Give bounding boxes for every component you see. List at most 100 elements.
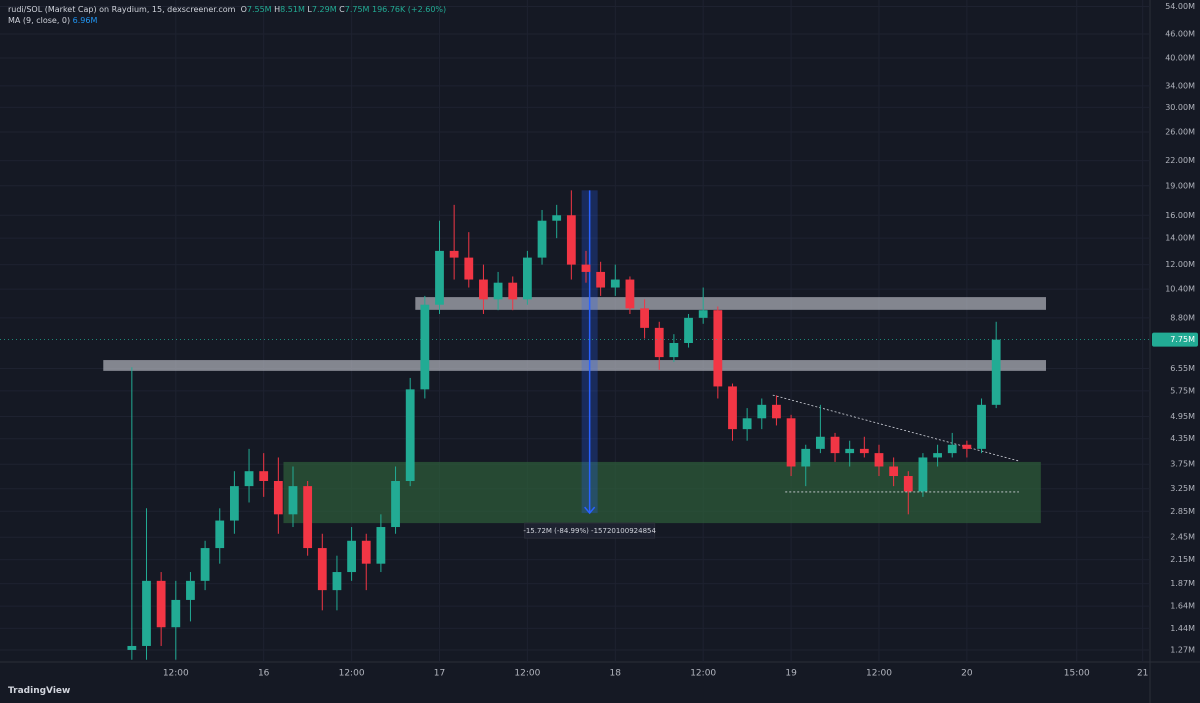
candle-body — [977, 404, 986, 449]
label: H — [274, 5, 281, 14]
candle-body — [552, 215, 562, 221]
y-tick-label: 3.25M — [1170, 484, 1195, 493]
candle-body — [581, 264, 591, 272]
value: 7.55M — [246, 5, 272, 14]
candle-body — [815, 436, 825, 449]
x-tick-label: 15:00 — [1064, 669, 1090, 679]
last-price-bg — [1152, 332, 1198, 347]
x-tick-label: 19 — [785, 669, 797, 679]
y-tick-label: 2.85M — [1170, 507, 1195, 516]
y-tick-label: 6.55M — [1170, 364, 1195, 373]
candle-body — [859, 448, 869, 454]
change: 196.76K (+2.60%) — [372, 5, 447, 14]
y-tick-label: 1.64M — [1170, 602, 1195, 611]
trend-line — [772, 394, 1019, 462]
candle-body — [493, 282, 503, 300]
candle-body — [654, 327, 664, 358]
label: O — [240, 5, 247, 14]
y-tick-label: 54.00M — [1165, 2, 1195, 11]
candle-body — [522, 257, 532, 300]
candle-body — [610, 279, 620, 288]
label: C — [339, 5, 345, 14]
candle-body — [566, 215, 576, 265]
x-tick-label: 21 — [1137, 669, 1148, 679]
legend: rudi/SOL (Market Cap) on Raydium, 15, de… — [8, 4, 446, 26]
ohlc-row: rudi/SOL (Market Cap) on Raydium, 15, de… — [8, 4, 446, 15]
y-tick-label: 30.00M — [1165, 103, 1195, 112]
x-tick-label: 20 — [961, 669, 973, 679]
candle-body — [230, 486, 239, 521]
candle-body — [171, 599, 181, 628]
y-tick-label: 14.00M — [1165, 234, 1195, 243]
y-tick-label: 5.75M — [1170, 386, 1195, 395]
candle-body — [215, 520, 225, 549]
candle-body — [772, 404, 781, 419]
candle-body — [801, 448, 811, 467]
y-tick-label: 1.87M — [1170, 579, 1195, 588]
candle-body — [435, 250, 444, 305]
footer-logo: TradingView — [8, 686, 71, 696]
candle-body — [713, 310, 723, 387]
measure-label: -15.72M (-84.99%) -15720100924854 — [523, 527, 656, 535]
candle-body — [156, 580, 166, 628]
y-tick-label: 40.00M — [1165, 54, 1195, 63]
x-tick-label: 16 — [258, 669, 270, 679]
candle-body — [742, 418, 752, 430]
candle-body — [903, 476, 913, 492]
candle-body — [449, 250, 459, 258]
y-tick-label: 4.95M — [1170, 412, 1195, 421]
candle-body — [288, 486, 298, 515]
x-tick-label: 12:00 — [163, 669, 189, 679]
candle-body — [127, 645, 137, 650]
candle-body — [142, 580, 151, 646]
value: 7.29M — [311, 5, 337, 14]
measure-arrowhead — [584, 506, 596, 515]
value: 7.75M — [344, 5, 370, 14]
x-tick-label: 12:00 — [866, 669, 892, 679]
candle-body — [786, 418, 796, 467]
y-tick-label: 2.15M — [1170, 555, 1195, 564]
candle-body — [420, 304, 430, 390]
x-tick-label: 17 — [434, 669, 445, 679]
y-tick-label: 46.00M — [1165, 30, 1195, 39]
candle-body — [537, 220, 547, 258]
candle-body — [874, 453, 884, 467]
y-tick-label: 34.00M — [1165, 81, 1195, 90]
candle-body — [259, 471, 269, 482]
y-tick-label: 16.00M — [1165, 211, 1195, 220]
candle-body — [596, 271, 606, 288]
y-tick-label: 26.00M — [1165, 127, 1195, 136]
candle-body — [830, 436, 840, 454]
candle-body — [361, 540, 371, 564]
candle-body — [962, 444, 972, 449]
ma-label: MA (9, close, 0) — [8, 16, 71, 25]
y-tick-label: 2.45M — [1170, 533, 1195, 542]
x-tick-label: 12:00 — [514, 669, 540, 679]
candle-body — [508, 282, 518, 300]
candle-body — [464, 257, 474, 280]
candle-body — [918, 457, 928, 492]
candle-body — [376, 527, 386, 564]
candle-body — [200, 548, 210, 581]
candle-body — [889, 466, 899, 477]
y-tick-label: 8.80M — [1170, 313, 1195, 322]
y-tick-label: 3.75M — [1170, 460, 1195, 469]
last-price-label: 7.75M — [1170, 335, 1195, 344]
candle-body — [669, 342, 679, 358]
candle-body — [845, 448, 855, 454]
candle-body — [273, 481, 283, 515]
candle-body — [391, 481, 400, 528]
candle-body — [991, 339, 1001, 405]
candle-body — [244, 471, 254, 487]
candle-body — [698, 310, 708, 318]
candle-body — [947, 444, 957, 454]
candle-body — [757, 404, 767, 419]
y-tick-label: 1.27M — [1170, 645, 1195, 654]
y-tick-label: 10.40M — [1165, 285, 1195, 294]
title: rudi/SOL (Market Cap) on Raydium, 15, de… — [8, 5, 236, 14]
x-tick-label: 18 — [610, 669, 622, 679]
candle-body — [347, 540, 356, 573]
candle-body — [303, 486, 313, 549]
